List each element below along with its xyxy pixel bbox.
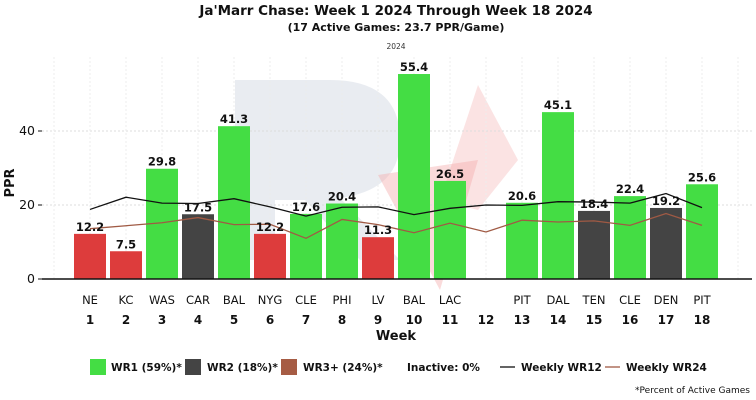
- y-axis-title: PPR: [3, 168, 18, 197]
- legend-label: Weekly WR12: [521, 362, 602, 374]
- x-tick-week: 3: [158, 313, 166, 327]
- legend-swatch-wr1: [90, 359, 106, 375]
- x-tick-opponent: DEN: [654, 293, 679, 307]
- watermark-arrow-2: [440, 85, 518, 210]
- x-tick-opponent: CAR: [186, 293, 210, 307]
- x-tick-week: 7: [302, 313, 310, 327]
- legend-label: WR3+ (24%)*: [303, 362, 383, 374]
- legend-label: Inactive: 0%: [407, 362, 480, 374]
- x-tick-opponent: KC: [119, 293, 134, 307]
- value-label: 45.1: [544, 98, 572, 112]
- x-tick-week: 4: [194, 313, 202, 327]
- value-label: 17.6: [292, 200, 320, 214]
- legend-label: Weekly WR24: [626, 362, 707, 374]
- x-tick-week: 11: [442, 313, 459, 327]
- value-label: 12.2: [256, 220, 284, 234]
- x-tick-opponent: PIT: [513, 293, 531, 307]
- bar: [290, 213, 322, 279]
- x-tick-week: 5: [230, 313, 238, 327]
- x-tick-opponent: WAS: [149, 293, 175, 307]
- legend-swatch-wr3plus: [281, 359, 297, 375]
- x-tick-week: 6: [266, 313, 274, 327]
- weekly-wr24-line: [89, 212, 703, 240]
- value-label: 20.6: [508, 189, 536, 203]
- x-tick-week: 12: [478, 313, 495, 327]
- y-tick-label: 20: [19, 197, 35, 212]
- x-tick-week: 9: [374, 313, 382, 327]
- weekly-wr12-line: [89, 192, 703, 217]
- x-tick-week: 13: [514, 313, 531, 327]
- value-label: 55.4: [400, 60, 428, 74]
- value-label: 20.4: [328, 190, 356, 204]
- bar: [686, 184, 718, 279]
- x-tick-opponent: DAL: [547, 293, 571, 307]
- x-tick-week: 18: [694, 313, 711, 327]
- x-tick-week: 16: [622, 313, 639, 327]
- value-label: 19.2: [652, 194, 680, 208]
- x-tick-week: 8: [338, 313, 346, 327]
- y-tick-label: 0: [27, 271, 35, 286]
- bar: [110, 251, 142, 279]
- value-label: 26.5: [436, 167, 464, 181]
- legend-label: WR1 (59%)*: [111, 362, 182, 374]
- value-label: 29.8: [148, 155, 176, 169]
- x-tick-week: 17: [658, 313, 675, 327]
- bar: [218, 126, 250, 279]
- x-tick-opponent: BAL: [403, 293, 426, 307]
- legend: WR1 (59%)* WR2 (18%)* WR3+ (24%)* Inactive:…: [90, 359, 707, 375]
- x-tick-opponent: TEN: [582, 293, 606, 307]
- value-label: 17.5: [184, 200, 212, 214]
- chart-title: Ja'Marr Chase: Week 1 2024 Through Week …: [198, 3, 592, 19]
- legend-label: WR2 (18%)*: [207, 362, 278, 374]
- bar: [650, 207, 682, 279]
- value-label: 22.4: [616, 182, 644, 196]
- bar: [182, 214, 214, 279]
- bar: [254, 233, 286, 279]
- value-label: 25.6: [688, 170, 716, 184]
- season-label: 2024: [386, 42, 405, 51]
- chart-subtitle: (17 Active Games: 23.7 PPR/Game): [288, 21, 505, 34]
- bar: [542, 112, 574, 279]
- bar: [614, 196, 646, 279]
- watermark-letter: [235, 80, 400, 260]
- x-tick-opponent: NYG: [258, 293, 283, 307]
- value-labels: 12.2 7.5 29.8 17.5 41.3 12.2 17.6 20.4 11.3 55.4 2…: [76, 60, 716, 251]
- x-tick-opponent: PIT: [693, 293, 711, 307]
- x-tick-week: 14: [550, 313, 567, 327]
- x-tick-opponent: PHI: [333, 293, 352, 307]
- bar: [506, 202, 538, 279]
- x-tick-opponent: CLE: [619, 293, 641, 307]
- x-tick-opponent: LAC: [439, 293, 461, 307]
- x-tick-week: 2: [122, 313, 130, 327]
- bar: [398, 74, 430, 280]
- x-tick-week: 10: [406, 313, 423, 327]
- x-axis-title: Week: [376, 329, 417, 344]
- axes: 0 20 40 NE 1 KC 2 WAS 3 CAR 4 BAL 5 NYG 6 CLE 7 PHI 8 LV 9 BA…: [19, 123, 752, 327]
- bar: [326, 203, 358, 279]
- x-tick-week: 15: [586, 313, 603, 327]
- y-tick-label: 40: [19, 123, 35, 138]
- bar: [362, 237, 394, 279]
- x-tick-opponent: CLE: [295, 293, 317, 307]
- value-label: 12.2: [76, 220, 104, 234]
- footnote: *Percent of Active Games: [635, 386, 750, 396]
- value-label: 7.5: [116, 237, 136, 251]
- x-tick-week: 1: [86, 313, 94, 327]
- bar: [434, 180, 466, 279]
- value-label: 11.3: [364, 223, 392, 237]
- bar: [74, 233, 106, 279]
- value-label: 41.3: [220, 112, 248, 126]
- weekly-lines: [89, 192, 703, 240]
- x-tick-opponent: NE: [82, 293, 98, 307]
- x-tick-opponent: BAL: [223, 293, 246, 307]
- value-label: 18.4: [580, 197, 608, 211]
- legend-swatch-wr2: [185, 359, 201, 375]
- x-tick-opponent: LV: [371, 293, 384, 307]
